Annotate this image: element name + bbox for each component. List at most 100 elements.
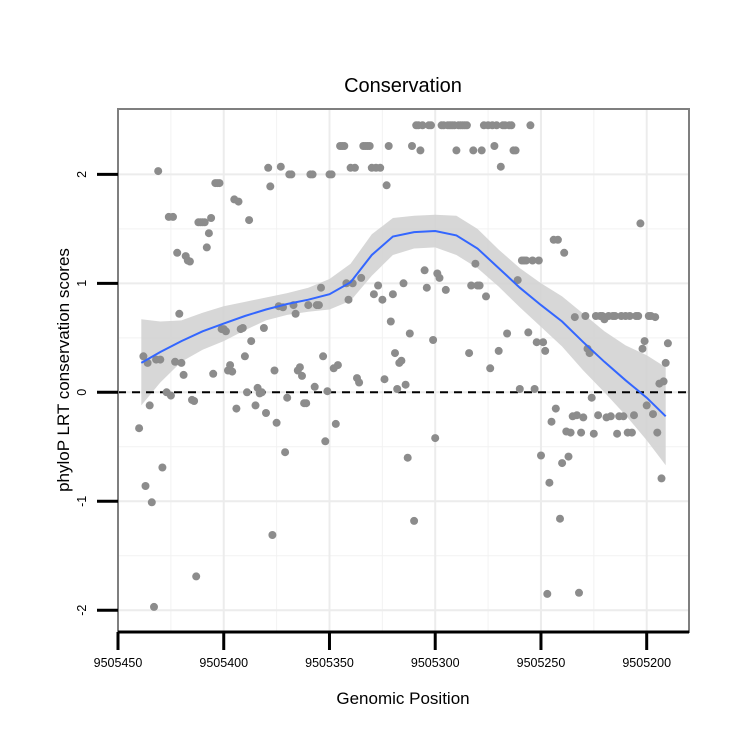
data-point	[513, 276, 522, 285]
data-point	[532, 338, 541, 347]
data-point	[511, 146, 520, 155]
data-point	[190, 397, 199, 405]
data-point	[150, 602, 158, 611]
data-point	[207, 214, 216, 222]
data-point	[310, 382, 319, 391]
data-point	[247, 337, 256, 346]
data-point	[374, 281, 383, 290]
data-point	[344, 295, 353, 304]
data-point	[388, 290, 397, 299]
data-point	[522, 256, 531, 265]
data-point	[331, 419, 340, 428]
data-point	[547, 417, 556, 426]
data-point	[530, 385, 539, 393]
data-point	[566, 428, 575, 437]
data-point	[486, 364, 495, 373]
data-point	[560, 248, 569, 257]
data-point	[490, 142, 499, 150]
data-point	[465, 349, 474, 358]
data-point	[524, 328, 533, 337]
data-point	[321, 437, 330, 446]
plot-panel	[117, 108, 690, 633]
data-point	[340, 142, 349, 150]
data-point	[179, 370, 188, 379]
x-tick-label: 9505400	[199, 656, 248, 670]
data-point	[386, 317, 395, 326]
data-point	[369, 290, 378, 299]
data-point	[627, 428, 636, 437]
data-point	[141, 482, 150, 490]
data-point	[240, 352, 249, 361]
data-point	[619, 412, 628, 421]
data-point	[317, 283, 325, 292]
data-point	[291, 309, 300, 318]
x-tick-label: 9505300	[411, 656, 460, 670]
data-points	[135, 121, 672, 611]
data-point	[268, 531, 277, 539]
data-point	[640, 337, 649, 346]
data-point	[477, 146, 486, 155]
data-point	[243, 388, 251, 397]
data-point	[295, 363, 304, 372]
data-point	[534, 256, 543, 265]
data-point	[564, 452, 573, 461]
data-point	[158, 463, 167, 472]
data-point	[350, 163, 359, 172]
data-point	[545, 478, 554, 487]
data-point	[594, 411, 603, 420]
data-point	[393, 385, 402, 393]
data-point	[526, 121, 535, 130]
data-point	[431, 434, 440, 443]
data-point	[298, 371, 306, 380]
data-point	[410, 516, 419, 525]
data-point	[653, 428, 662, 437]
data-point	[539, 338, 548, 347]
data-point	[154, 167, 163, 176]
data-point	[638, 344, 647, 353]
data-point	[281, 448, 290, 457]
x-tick-label: 9505200	[622, 656, 671, 670]
data-point	[556, 514, 564, 523]
y-axis: -2 -1 0 1 2	[75, 171, 118, 616]
data-point	[553, 235, 562, 244]
data-point	[551, 404, 560, 413]
data-point	[572, 411, 581, 420]
data-point	[537, 451, 545, 460]
data-point	[185, 257, 194, 266]
data-point	[543, 589, 552, 598]
data-point	[209, 369, 218, 378]
data-point	[323, 387, 332, 396]
data-point	[308, 170, 317, 179]
data-point	[262, 409, 270, 417]
data-point	[384, 142, 393, 150]
data-point	[327, 170, 336, 179]
data-point	[166, 391, 175, 400]
data-point	[173, 248, 182, 257]
data-point	[238, 324, 247, 332]
data-point	[441, 285, 450, 294]
data-point	[270, 366, 279, 375]
data-point	[416, 146, 425, 155]
data-point	[382, 181, 391, 190]
data-point	[657, 474, 666, 483]
data-point	[272, 418, 281, 427]
data-point	[245, 216, 254, 225]
data-point	[422, 283, 431, 292]
data-point	[651, 313, 660, 322]
data-point	[156, 355, 165, 364]
data-point	[302, 399, 311, 408]
data-point	[357, 273, 366, 282]
confidence-band	[141, 214, 666, 466]
data-point	[251, 401, 260, 410]
data-point	[663, 339, 672, 348]
x-axis: 9505450 9505400 9505350 9505300 9505250 95052…	[94, 630, 689, 670]
data-point	[202, 243, 211, 252]
y-tick-label: 1	[75, 280, 89, 287]
data-point	[232, 404, 241, 413]
data-point	[257, 388, 266, 397]
data-point	[304, 301, 313, 310]
x-tick-label: 9505350	[305, 656, 354, 670]
data-point	[399, 279, 408, 288]
data-point	[228, 367, 237, 376]
